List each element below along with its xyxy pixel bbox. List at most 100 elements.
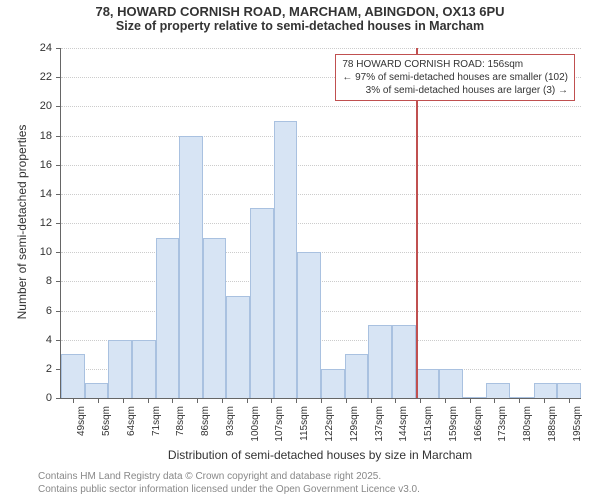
bar bbox=[416, 369, 440, 398]
ytick-label: 18 bbox=[0, 130, 52, 142]
gridline bbox=[61, 281, 581, 282]
annotation-line: ← 97% of semi-detached houses are smalle… bbox=[342, 71, 568, 84]
gridline bbox=[61, 311, 581, 312]
gridline bbox=[61, 165, 581, 166]
ytick-mark bbox=[56, 223, 61, 224]
xtick-label: 107sqm bbox=[274, 406, 285, 442]
ytick-mark bbox=[56, 48, 61, 49]
xtick-label: 159sqm bbox=[448, 406, 459, 442]
ytick-label: 10 bbox=[0, 246, 52, 258]
bar bbox=[108, 340, 132, 398]
bar bbox=[226, 296, 250, 398]
gridline bbox=[61, 136, 581, 137]
ytick-mark bbox=[56, 106, 61, 107]
x-axis-label: Distribution of semi-detached houses by … bbox=[60, 448, 580, 462]
xtick-label: 180sqm bbox=[522, 406, 533, 442]
xtick-label: 49sqm bbox=[76, 406, 87, 436]
footer-line-2: Contains public sector information licen… bbox=[38, 483, 420, 496]
bar bbox=[274, 121, 298, 398]
ytick-mark bbox=[56, 165, 61, 166]
ytick-label: 16 bbox=[0, 159, 52, 171]
xtick-mark bbox=[494, 398, 495, 403]
ytick-label: 8 bbox=[0, 275, 52, 287]
annotation-line: 3% of semi-detached houses are larger (3… bbox=[342, 84, 568, 97]
xtick-mark bbox=[197, 398, 198, 403]
xtick-mark bbox=[148, 398, 149, 403]
bar bbox=[297, 252, 321, 398]
ytick-mark bbox=[56, 311, 61, 312]
gridline bbox=[61, 48, 581, 49]
ytick-label: 14 bbox=[0, 188, 52, 200]
xtick-label: 78sqm bbox=[175, 406, 186, 436]
ytick-label: 4 bbox=[0, 334, 52, 346]
xtick-label: 86sqm bbox=[200, 406, 211, 436]
ytick-label: 0 bbox=[0, 392, 52, 404]
xtick-mark bbox=[544, 398, 545, 403]
bar bbox=[439, 369, 463, 398]
footer-line-1: Contains HM Land Registry data © Crown c… bbox=[38, 470, 420, 483]
annotation-line: 78 HOWARD CORNISH ROAD: 156sqm bbox=[342, 58, 568, 71]
xtick-label: 93sqm bbox=[225, 406, 236, 436]
xtick-label: 122sqm bbox=[324, 406, 335, 442]
gridline bbox=[61, 223, 581, 224]
annotation-box: 78 HOWARD CORNISH ROAD: 156sqm← 97% of s… bbox=[335, 54, 575, 101]
bar bbox=[179, 136, 203, 399]
xtick-label: 100sqm bbox=[250, 406, 261, 442]
bar bbox=[61, 354, 85, 398]
xtick-mark bbox=[346, 398, 347, 403]
xtick-mark bbox=[247, 398, 248, 403]
footer-note: Contains HM Land Registry data © Crown c… bbox=[38, 470, 420, 496]
xtick-mark bbox=[371, 398, 372, 403]
ytick-label: 24 bbox=[0, 42, 52, 54]
xtick-mark bbox=[445, 398, 446, 403]
bar bbox=[321, 369, 345, 398]
bar bbox=[486, 383, 510, 398]
xtick-label: 151sqm bbox=[423, 406, 434, 442]
xtick-mark bbox=[222, 398, 223, 403]
ytick-label: 22 bbox=[0, 71, 52, 83]
ytick-label: 12 bbox=[0, 217, 52, 229]
xtick-mark bbox=[123, 398, 124, 403]
xtick-label: 56sqm bbox=[101, 406, 112, 436]
bar bbox=[557, 383, 581, 398]
ytick-mark bbox=[56, 136, 61, 137]
xtick-label: 173sqm bbox=[497, 406, 508, 442]
xtick-mark bbox=[569, 398, 570, 403]
xtick-label: 129sqm bbox=[349, 406, 360, 442]
xtick-mark bbox=[296, 398, 297, 403]
xtick-label: 64sqm bbox=[126, 406, 137, 436]
xtick-mark bbox=[321, 398, 322, 403]
ytick-mark bbox=[56, 77, 61, 78]
title-line-2: Size of property relative to semi-detach… bbox=[0, 19, 600, 33]
xtick-label: 188sqm bbox=[547, 406, 558, 442]
xtick-label: 166sqm bbox=[473, 406, 484, 442]
ytick-mark bbox=[56, 340, 61, 341]
ytick-label: 20 bbox=[0, 100, 52, 112]
bar bbox=[132, 340, 156, 398]
bar bbox=[392, 325, 416, 398]
gridline bbox=[61, 106, 581, 107]
bar bbox=[203, 238, 227, 398]
xtick-mark bbox=[470, 398, 471, 403]
bar bbox=[345, 354, 369, 398]
bar bbox=[368, 325, 392, 398]
ytick-mark bbox=[56, 194, 61, 195]
xtick-mark bbox=[271, 398, 272, 403]
bar bbox=[250, 208, 274, 398]
ytick-mark bbox=[56, 252, 61, 253]
title-line-1: 78, HOWARD CORNISH ROAD, MARCHAM, ABINGD… bbox=[0, 0, 600, 19]
bar bbox=[510, 397, 534, 398]
xtick-label: 195sqm bbox=[572, 406, 583, 442]
xtick-mark bbox=[395, 398, 396, 403]
xtick-label: 71sqm bbox=[151, 406, 162, 436]
ytick-mark bbox=[56, 398, 61, 399]
bar bbox=[85, 383, 109, 398]
xtick-mark bbox=[172, 398, 173, 403]
ytick-label: 2 bbox=[0, 363, 52, 375]
xtick-mark bbox=[420, 398, 421, 403]
plot-area: 78 HOWARD CORNISH ROAD: 156sqm← 97% of s… bbox=[60, 48, 581, 399]
gridline bbox=[61, 194, 581, 195]
gridline bbox=[61, 252, 581, 253]
xtick-mark bbox=[519, 398, 520, 403]
bar bbox=[463, 397, 487, 398]
